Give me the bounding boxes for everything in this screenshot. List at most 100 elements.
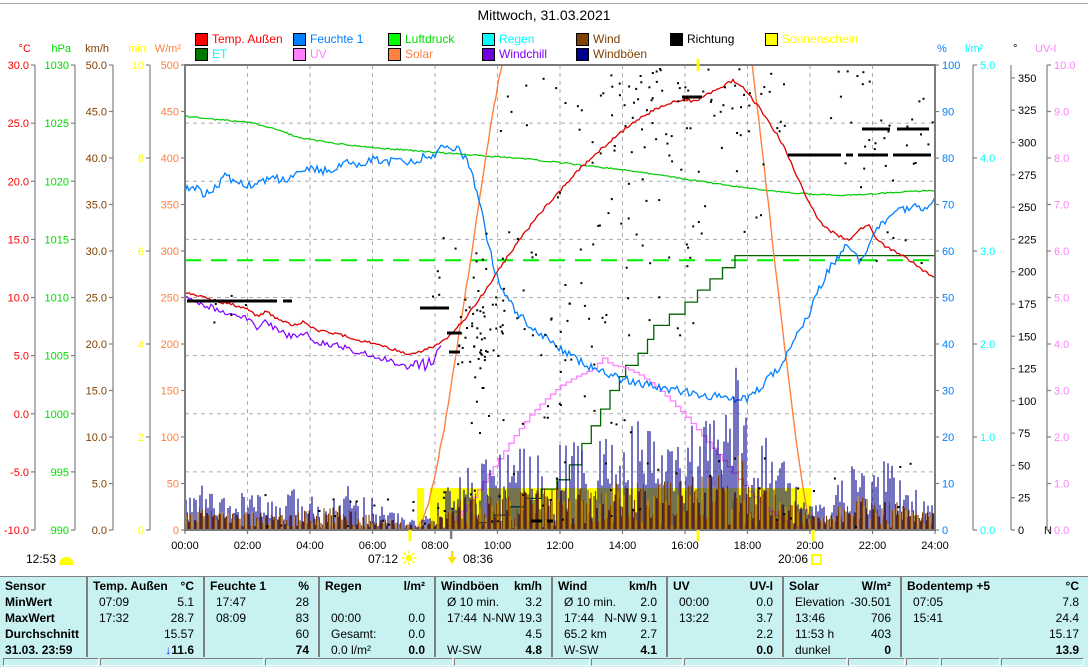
svg-text:06:00: 06:00 xyxy=(359,540,387,552)
svg-text:8.0: 8.0 xyxy=(1054,153,1069,165)
svg-text:W/m²: W/m² xyxy=(155,43,182,55)
svg-text:45.0: 45.0 xyxy=(86,107,107,119)
cell-time: 17:32 xyxy=(99,611,130,625)
cell-time: 13:22 xyxy=(679,611,710,625)
svg-text:25.0: 25.0 xyxy=(8,118,29,130)
svg-text:km/h: km/h xyxy=(85,43,109,55)
value-text: 60 xyxy=(295,627,309,641)
svg-text:100: 100 xyxy=(161,432,179,444)
svg-text:90: 90 xyxy=(942,107,954,119)
svg-text:5.0: 5.0 xyxy=(92,479,107,491)
svg-text:0.0: 0.0 xyxy=(980,525,995,537)
svg-text:150: 150 xyxy=(1018,331,1036,343)
svg-text:12:00: 12:00 xyxy=(546,540,574,552)
svg-text:0.0: 0.0 xyxy=(1054,525,1069,537)
col-header-feuchte-1: Feuchte 1 xyxy=(210,579,267,593)
svg-text:275: 275 xyxy=(1018,170,1036,182)
sunset-icon xyxy=(811,553,823,565)
cell-time: Ø 10 min. xyxy=(564,595,617,609)
cell-value: N-NW 9.1 xyxy=(551,610,657,626)
value-text: 4.5 xyxy=(525,627,542,641)
svg-text:450: 450 xyxy=(161,107,179,119)
svg-text:14:00: 14:00 xyxy=(609,540,637,552)
svg-text:10.0: 10.0 xyxy=(86,432,107,444)
plot-area xyxy=(185,65,935,530)
cell-time: W-SW xyxy=(564,643,599,657)
legend-label: Windböen xyxy=(593,47,648,61)
cell-value xyxy=(318,594,425,610)
series-feuchte-1 xyxy=(185,144,935,404)
svg-text:04:00: 04:00 xyxy=(296,540,324,552)
legend-label: Solar xyxy=(405,47,434,61)
value-text: 83 xyxy=(295,611,309,625)
value-text: 0.0 xyxy=(408,627,425,641)
legend-label: Richtung xyxy=(687,32,735,46)
status-bar xyxy=(0,657,1088,667)
window-top-border xyxy=(0,3,1088,4)
legend-label: ET xyxy=(212,47,228,61)
legend-item-windb-en: Windböen xyxy=(576,48,647,61)
svg-text:3.0: 3.0 xyxy=(1054,386,1069,398)
svg-text:l/m²: l/m² xyxy=(965,43,984,55)
cell-value: 706 xyxy=(782,610,891,626)
svg-text:08:00: 08:00 xyxy=(421,540,449,552)
cell-time: 11:53 h xyxy=(795,627,835,641)
svg-text:20: 20 xyxy=(942,432,954,444)
windchill-swatch-icon xyxy=(482,48,495,61)
sun-event-tick xyxy=(408,530,412,541)
cell-value: 4.1 xyxy=(551,642,657,658)
cell-time: Elevation xyxy=(795,595,845,609)
svg-text:-5.0: -5.0 xyxy=(10,467,29,479)
svg-text:990: 990 xyxy=(51,525,69,537)
richtung-swatch-icon xyxy=(670,33,683,46)
cell-time: 13:46 xyxy=(795,611,826,625)
svg-text:0.0: 0.0 xyxy=(14,409,29,421)
value-text: 28.7 xyxy=(170,611,194,625)
col-header-regen: Regen xyxy=(325,579,362,593)
value-text: 2.0 xyxy=(640,595,657,609)
svg-text:325: 325 xyxy=(1018,105,1036,117)
svg-text:100: 100 xyxy=(1018,396,1036,408)
svg-text:8: 8 xyxy=(138,153,144,165)
feuchte-1-swatch-icon xyxy=(293,33,306,46)
et-swatch-icon xyxy=(195,48,208,61)
svg-text:20.0: 20.0 xyxy=(86,339,107,351)
svg-text:200: 200 xyxy=(161,339,179,351)
svg-text:16:00: 16:00 xyxy=(671,540,699,552)
cell-time: 08:09 xyxy=(216,611,247,625)
svg-text:0: 0 xyxy=(942,525,948,537)
cell-time: Ø 10 min. xyxy=(447,595,500,609)
sun-mark-07-12: 07:12 xyxy=(368,550,417,567)
value-text: 15.17 xyxy=(1048,627,1079,641)
col-unit: °C xyxy=(180,579,194,593)
svg-text:60: 60 xyxy=(942,246,954,258)
row-label: 31.03. 23:59 xyxy=(5,643,73,657)
sun-event-tick xyxy=(696,530,700,541)
svg-text:2.0: 2.0 xyxy=(980,339,995,351)
svg-text:125: 125 xyxy=(1018,364,1036,376)
sun-mark-time: 07:12 xyxy=(368,552,399,566)
status-segment xyxy=(684,658,847,666)
svg-text:200: 200 xyxy=(1018,267,1036,279)
bars-wind xyxy=(185,455,935,530)
svg-text:N: N xyxy=(1044,525,1052,537)
col-unit: W/m² xyxy=(861,579,891,593)
cell-value: 0.0 xyxy=(318,610,425,626)
cell-value: 28.7 xyxy=(86,610,194,626)
svg-text:1030: 1030 xyxy=(45,60,69,72)
svg-text:UV-I: UV-I xyxy=(1035,43,1056,55)
value-text: 15.57 xyxy=(163,627,194,641)
svg-text:1005: 1005 xyxy=(45,351,69,363)
legend-item-et: ET xyxy=(195,48,227,61)
svg-text:1020: 1020 xyxy=(45,176,69,188)
sun-event-tick-top xyxy=(696,59,700,71)
axis-km-h: 50.0 45.0 40.0 35.0 30.0 25.0 20.0 15.0 10.0 5.0 0… xyxy=(85,43,114,537)
value-text: 3.7 xyxy=(756,611,773,625)
series-temp-au-en xyxy=(185,78,935,356)
wind-swatch-icon xyxy=(576,33,589,46)
svg-text:20.0: 20.0 xyxy=(8,176,29,188)
svg-text:3.0: 3.0 xyxy=(980,246,995,258)
col-unit: UV-I xyxy=(749,579,773,593)
